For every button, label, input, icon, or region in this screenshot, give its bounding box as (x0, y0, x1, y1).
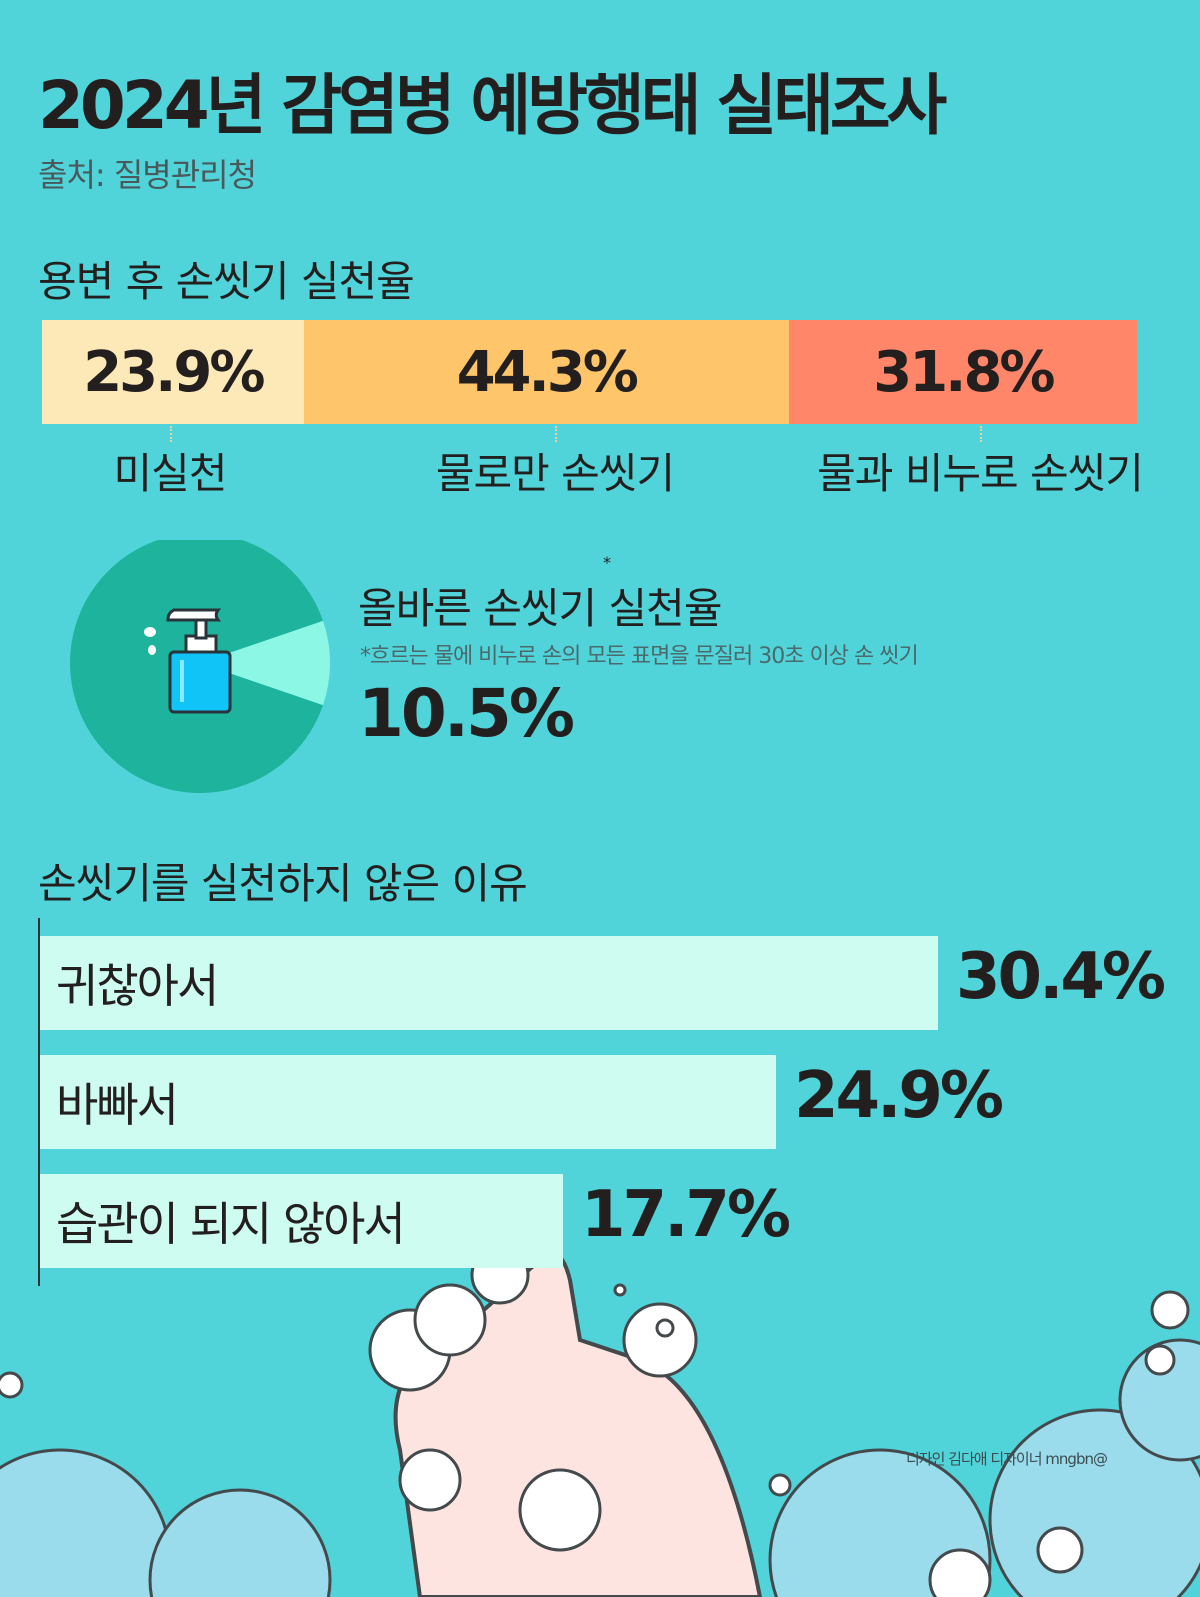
reason-value: 17.7% (581, 1178, 791, 1252)
pie-note: *흐르는 물에 비누로 손의 모든 표면을 문질러 30초 이상 손 씻기 (360, 644, 919, 669)
stacked-segment: 31.8% (788, 320, 1137, 424)
reasons-title: 손씻기를 실천하지 않은 이유 (38, 859, 528, 908)
stacked-category-label: 미실천 (113, 449, 228, 498)
reason-bar: 바빠서 (40, 1055, 776, 1149)
pie-title-mark: * (603, 553, 611, 572)
pie-slice-correct (200, 620, 330, 706)
category-leader (170, 426, 172, 442)
reason-bar: 귀찮아서 (40, 936, 938, 1030)
stacked-segment: 23.9% (42, 320, 304, 424)
pie-chart (70, 540, 330, 793)
pie-title-text: 올바른 손씻기 실천율 (358, 584, 722, 633)
soap-dispenser-icon (144, 608, 232, 714)
reason-value: 30.4% (956, 940, 1166, 1014)
stacked-category-label: 물과 비누로 손씻기 (817, 449, 1144, 498)
source: 출처: 질병관리청 (38, 156, 257, 194)
reasons-axis (38, 918, 40, 1286)
stacked-category-label: 물로만 손씻기 (435, 449, 675, 498)
category-leader (555, 426, 557, 442)
stacked-chart-title: 용변 후 손씻기 실천율 (38, 257, 415, 306)
stacked-bar: 23.9% 44.3% 31.8% (42, 320, 1157, 424)
stacked-segment: 44.3% (303, 320, 789, 424)
reason-value: 24.9% (794, 1059, 1004, 1133)
page-title: 2024년 감염병 예방행태 실태조사 (38, 67, 947, 144)
hand-washing-illustration (0, 1245, 1200, 1597)
reason-bar: 습관이 되지 않아서 (40, 1174, 563, 1268)
pie-value: 10.5% (358, 675, 575, 752)
credit: 디자인 김다애 디자이너 mngbn@ (906, 1450, 1108, 1468)
pie-title: 올바른 손씻기 실천율 * (358, 555, 722, 636)
category-leader (980, 426, 982, 442)
